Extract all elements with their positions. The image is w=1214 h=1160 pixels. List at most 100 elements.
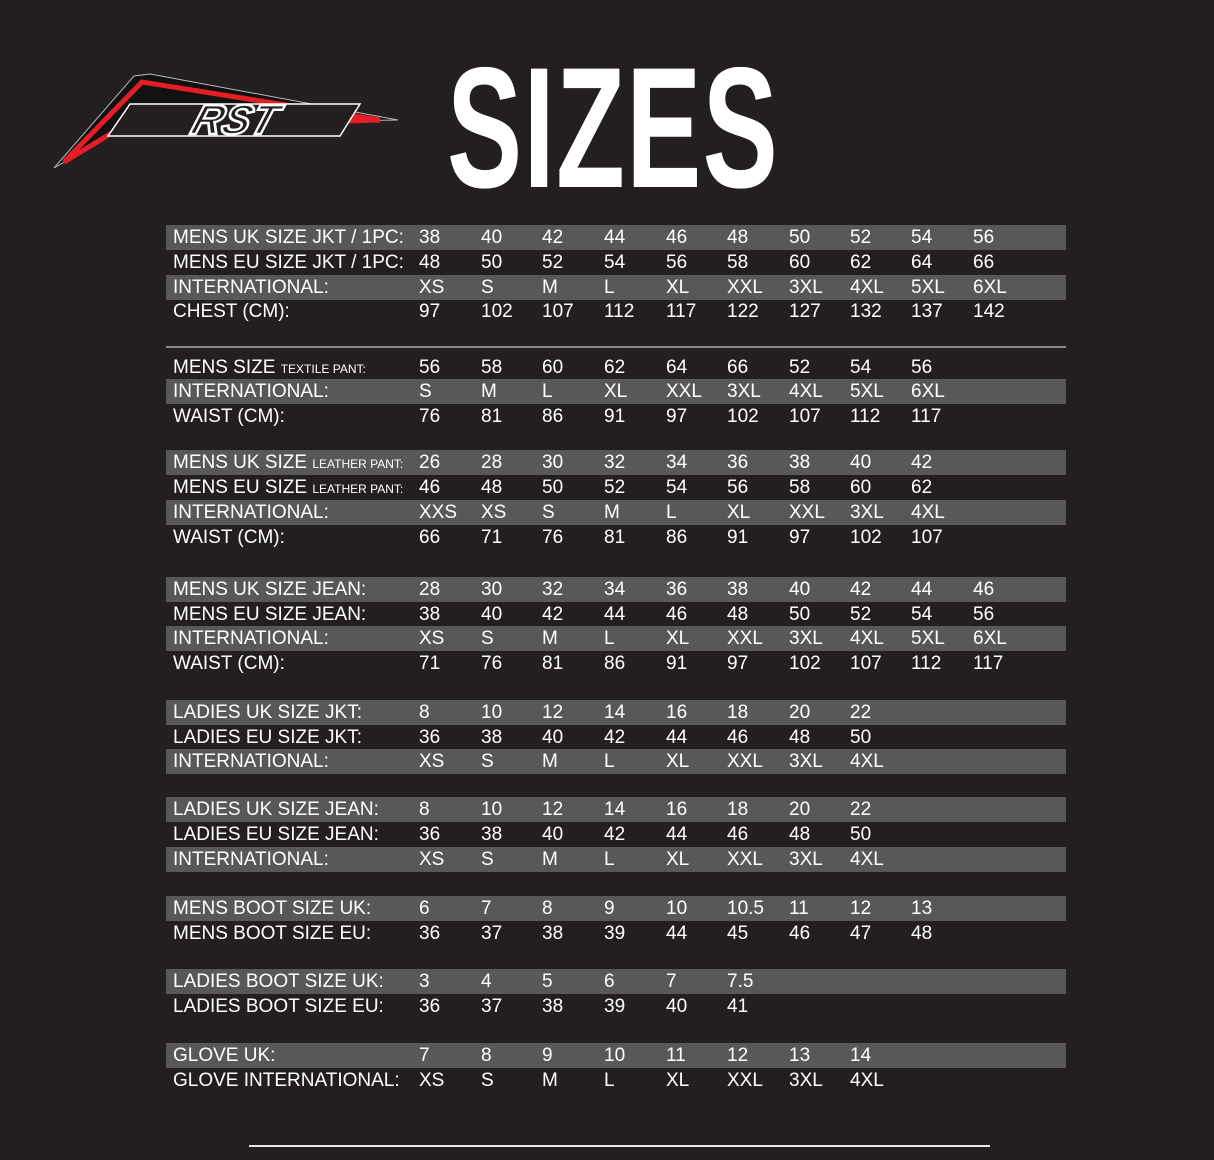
table-row: MENS EU SIZE JKT / 1PC: 48 50 52 54 56 58 60 62 6…: [166, 250, 1066, 275]
size-cell: XL: [666, 849, 690, 870]
table-row: MENS EU SIZE JEAN: 38 40 42 44 46 48 50 52 54 56: [166, 602, 1066, 627]
row-label-text: INTERNATIONAL:: [173, 849, 329, 870]
size-cell: 60: [850, 477, 872, 498]
size-cell: 12: [542, 799, 564, 820]
table-row: INTERNATIONAL: S M L XL XXL 3XL 4XL 5XL 6XL: [166, 379, 1066, 404]
size-cell: 44: [666, 727, 688, 748]
size-cell: M: [542, 751, 558, 772]
row-label-text: LADIES BOOT SIZE EU:: [173, 996, 384, 1017]
row-label: INTERNATIONAL:: [173, 275, 329, 300]
size-cell: 44: [604, 227, 626, 248]
size-cell: 50: [850, 824, 872, 845]
row-label-text: MENS EU SIZE JKT / 1PC:: [173, 252, 404, 273]
size-cell: 81: [604, 527, 626, 548]
page-title: SIZES: [447, 32, 780, 224]
size-cell: 10: [604, 1045, 626, 1066]
table-row: LADIES BOOT SIZE EU: 36 37 38 39 40 41: [166, 994, 1066, 1019]
size-cell: 76: [542, 527, 564, 548]
size-cell: 10.5: [727, 898, 764, 919]
size-cell: 42: [542, 227, 564, 248]
row-label-text: MENS SIZE: [173, 357, 281, 378]
row-label: MENS EU SIZE JEAN:: [173, 602, 366, 627]
row-label-text: CHEST (CM):: [173, 301, 290, 322]
size-cell: 34: [666, 452, 688, 473]
size-cell: 8: [481, 1045, 492, 1066]
size-cell: XXL: [727, 1070, 763, 1091]
size-cell: 4XL: [850, 849, 884, 870]
size-cell: 52: [542, 252, 564, 273]
size-cell: 26: [419, 452, 441, 473]
size-cell: L: [604, 849, 615, 870]
size-cell: 102: [481, 301, 513, 322]
table-row: INTERNATIONAL: XS S M L XL XXL 3XL 4XL: [166, 749, 1066, 774]
size-cell: 12: [542, 702, 564, 723]
size-cell: M: [481, 381, 497, 402]
size-cell: 44: [911, 579, 933, 600]
size-cell: L: [666, 502, 677, 523]
row-label: CHEST (CM):: [173, 299, 290, 324]
row-label: INTERNATIONAL:: [173, 626, 329, 651]
size-cell: 107: [542, 301, 574, 322]
row-label: MENS SIZE TEXTILE PANT:: [173, 355, 366, 382]
size-cell: 6XL: [911, 381, 945, 402]
size-cell: 3XL: [789, 1070, 823, 1091]
size-cell: 11: [666, 1045, 686, 1066]
size-cell: 117: [666, 301, 697, 322]
row-label: WAIST (CM):: [173, 525, 285, 550]
size-cell: 38: [419, 227, 441, 248]
size-cell: 8: [542, 898, 553, 919]
size-cell: S: [481, 628, 494, 649]
size-cell: 28: [481, 452, 503, 473]
row-label-text: MENS EU SIZE JEAN:: [173, 604, 367, 625]
row-label: WAIST (CM):: [173, 404, 285, 429]
size-cell: XL: [727, 502, 751, 523]
size-cell: 3XL: [850, 502, 884, 523]
row-label: MENS UK SIZE JEAN:: [173, 577, 366, 602]
row-label: LADIES EU SIZE JEAN:: [173, 822, 379, 847]
row-label-text: INTERNATIONAL:: [173, 502, 329, 523]
size-cell: XXL: [789, 502, 825, 523]
size-cell: 44: [604, 604, 626, 625]
row-label: MENS BOOT SIZE EU:: [173, 921, 371, 946]
row-label: INTERNATIONAL:: [173, 749, 329, 774]
size-cell: 3XL: [789, 751, 823, 772]
size-cell: 6XL: [973, 628, 1007, 649]
size-cell: XXL: [666, 381, 702, 402]
size-cell: 132: [850, 301, 882, 322]
size-cell: 107: [789, 406, 821, 427]
size-cell: XS: [419, 277, 445, 298]
row-label: LADIES BOOT SIZE UK:: [173, 969, 384, 994]
table-row: LADIES EU SIZE JEAN: 36 38 40 42 44 46 48 50: [166, 822, 1066, 847]
size-cell: 91: [666, 653, 688, 674]
size-cell: 127: [789, 301, 821, 322]
rst-logo: RST: [53, 73, 399, 169]
size-cell: 42: [850, 579, 872, 600]
size-cell: 76: [481, 653, 503, 674]
size-cell: 40: [789, 579, 811, 600]
size-cell: 58: [789, 477, 811, 498]
table-row: INTERNATIONAL: XS S M L XL XXL 3XL 4XL: [166, 847, 1066, 872]
size-cell: M: [604, 502, 620, 523]
size-cell: 52: [789, 357, 811, 378]
size-cell: 46: [666, 604, 688, 625]
size-cell: 50: [789, 227, 811, 248]
row-label-text: GLOVE INTERNATIONAL:: [173, 1070, 400, 1091]
size-cell: 3XL: [789, 277, 823, 298]
row-label-subtitle: LEATHER PANT:: [312, 482, 404, 496]
size-cell: L: [604, 628, 615, 649]
size-cell: 66: [973, 252, 995, 273]
size-cell: 46: [973, 579, 995, 600]
size-cell: 6: [419, 898, 430, 919]
size-cell: 48: [911, 923, 933, 944]
size-cell: 5XL: [911, 628, 945, 649]
size-cell: 54: [911, 604, 933, 625]
size-cell: 102: [850, 527, 882, 548]
row-label-subtitle: LEATHER PANT:: [312, 457, 404, 471]
size-cell: 107: [850, 653, 882, 674]
size-cell: XS: [419, 849, 445, 870]
size-cell: XXL: [727, 277, 763, 298]
size-cell: 42: [911, 452, 933, 473]
size-cell: 42: [604, 727, 626, 748]
size-cell: 64: [911, 252, 933, 273]
size-cell: 48: [481, 477, 503, 498]
